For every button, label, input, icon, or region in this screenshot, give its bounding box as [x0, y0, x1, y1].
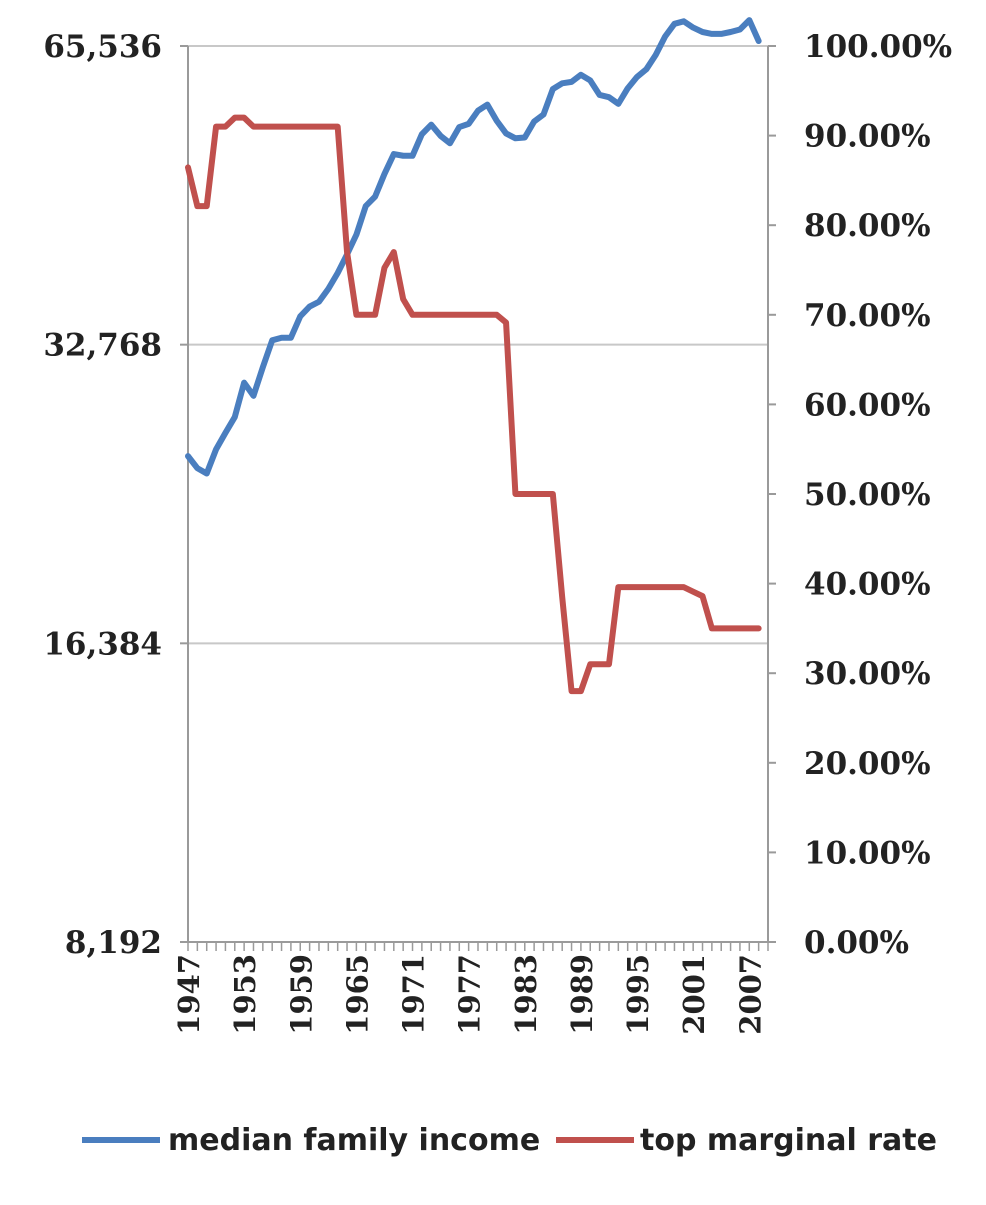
x-tick-label: 1953	[228, 954, 262, 1035]
series-line-median-family-income	[185, 17, 762, 477]
x-tick-label: 1959	[284, 954, 318, 1035]
gridlines	[188, 45, 768, 943]
legend: median family income top marginal rate	[82, 1123, 937, 1158]
right-tick-label: 0.00%	[804, 925, 909, 961]
right-tick-label: 20.00%	[804, 746, 931, 782]
left-tick-label: 8,192	[65, 925, 162, 961]
series-lines	[185, 17, 762, 695]
legend-label-top-marginal-rate: top marginal rate	[640, 1123, 937, 1158]
right-tick-label: 10.00%	[804, 835, 931, 871]
right-tick-label: 100.00%	[804, 29, 952, 65]
x-tick-label: 1989	[565, 954, 599, 1035]
x-tick-label: 2007	[733, 954, 767, 1035]
x-tick-label: 1977	[453, 954, 487, 1035]
tick-labels: 8,192 16,384 32,768 65,536 0.00% 10.00% 20.00%…	[43, 29, 952, 1035]
right-tick-label: 90.00%	[804, 119, 931, 155]
left-tick-label: 32,768	[43, 328, 162, 364]
right-tick-label: 50.00%	[804, 477, 931, 513]
x-tick-label: 1965	[340, 954, 374, 1035]
left-tick-label: 16,384	[43, 626, 162, 662]
right-tick-label: 40.00%	[804, 567, 931, 603]
right-tick-label: 70.00%	[804, 298, 931, 334]
x-tick-label: 1947	[172, 954, 206, 1035]
legend-label-median-family-income: median family income	[168, 1123, 540, 1158]
right-tick-label: 80.00%	[804, 208, 931, 244]
x-tick-label: 2001	[677, 954, 711, 1035]
x-tick-label: 1995	[621, 954, 655, 1035]
series-line-top-marginal-rate	[185, 114, 762, 695]
left-tick-label: 65,536	[43, 29, 162, 65]
right-tick-label: 30.00%	[804, 656, 931, 692]
x-tick-label: 1983	[509, 954, 543, 1035]
axes	[180, 45, 776, 951]
right-tick-label: 60.00%	[804, 387, 931, 423]
x-tick-label: 1971	[397, 954, 431, 1035]
